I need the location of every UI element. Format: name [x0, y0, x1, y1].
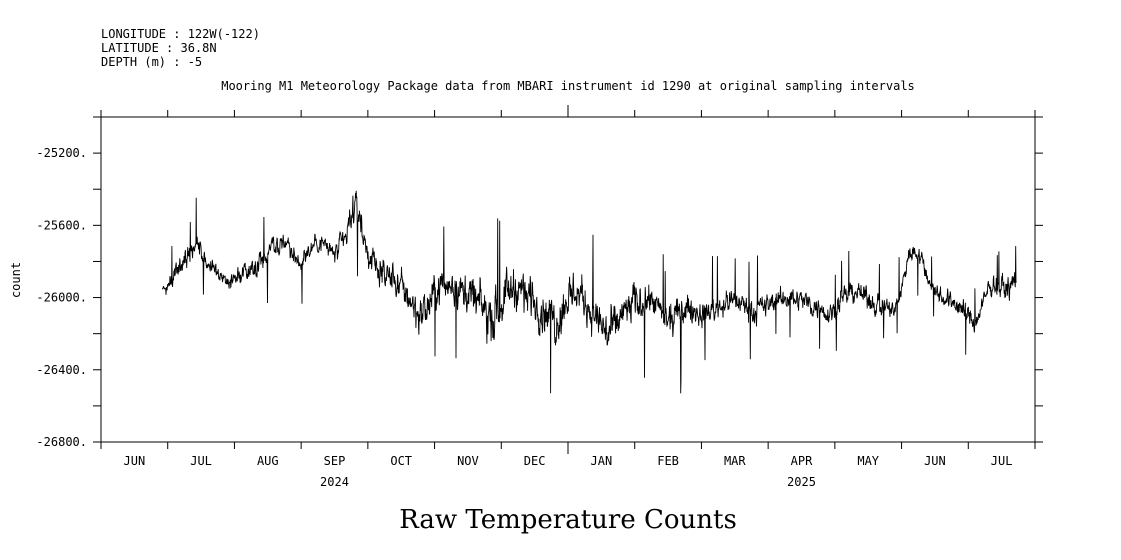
longitude-label: LONGITUDE : 122W(-122) — [101, 27, 260, 41]
x-month-label: DEC — [524, 454, 546, 468]
chart-subtitle: Mooring M1 Meteorology Package data from… — [221, 79, 915, 93]
x-month-label: SEP — [324, 454, 346, 468]
y-tick-label: -26400. — [36, 363, 87, 377]
y-tick-label: -26000. — [36, 291, 87, 305]
x-month-label: OCT — [390, 454, 412, 468]
x-month-label: JUL — [190, 454, 212, 468]
x-month-label: JAN — [591, 454, 613, 468]
depth-label: DEPTH (m) : -5 — [101, 55, 202, 69]
chart-title: Raw Temperature Counts — [399, 505, 737, 535]
x-year-label: 2025 — [787, 475, 816, 489]
x-month-label: JUL — [991, 454, 1013, 468]
y-tick-label: -25200. — [36, 146, 87, 160]
y-tick-label: -26800. — [36, 435, 87, 449]
x-month-label: APR — [791, 454, 813, 468]
x-month-label: JUN — [124, 454, 146, 468]
x-month-label: JUN — [924, 454, 946, 468]
y-tick-label: -25600. — [36, 218, 87, 232]
x-month-label: FEB — [657, 454, 679, 468]
x-month-label: MAY — [857, 454, 879, 468]
series-line — [161, 190, 1017, 394]
latitude-label: LATITUDE : 36.8N — [101, 41, 217, 55]
x-year-label: 2024 — [320, 475, 349, 489]
x-month-label: NOV — [457, 454, 479, 468]
y-axis-label: count — [9, 262, 23, 298]
x-month-label: MAR — [724, 454, 746, 468]
x-month-label: AUG — [257, 454, 279, 468]
